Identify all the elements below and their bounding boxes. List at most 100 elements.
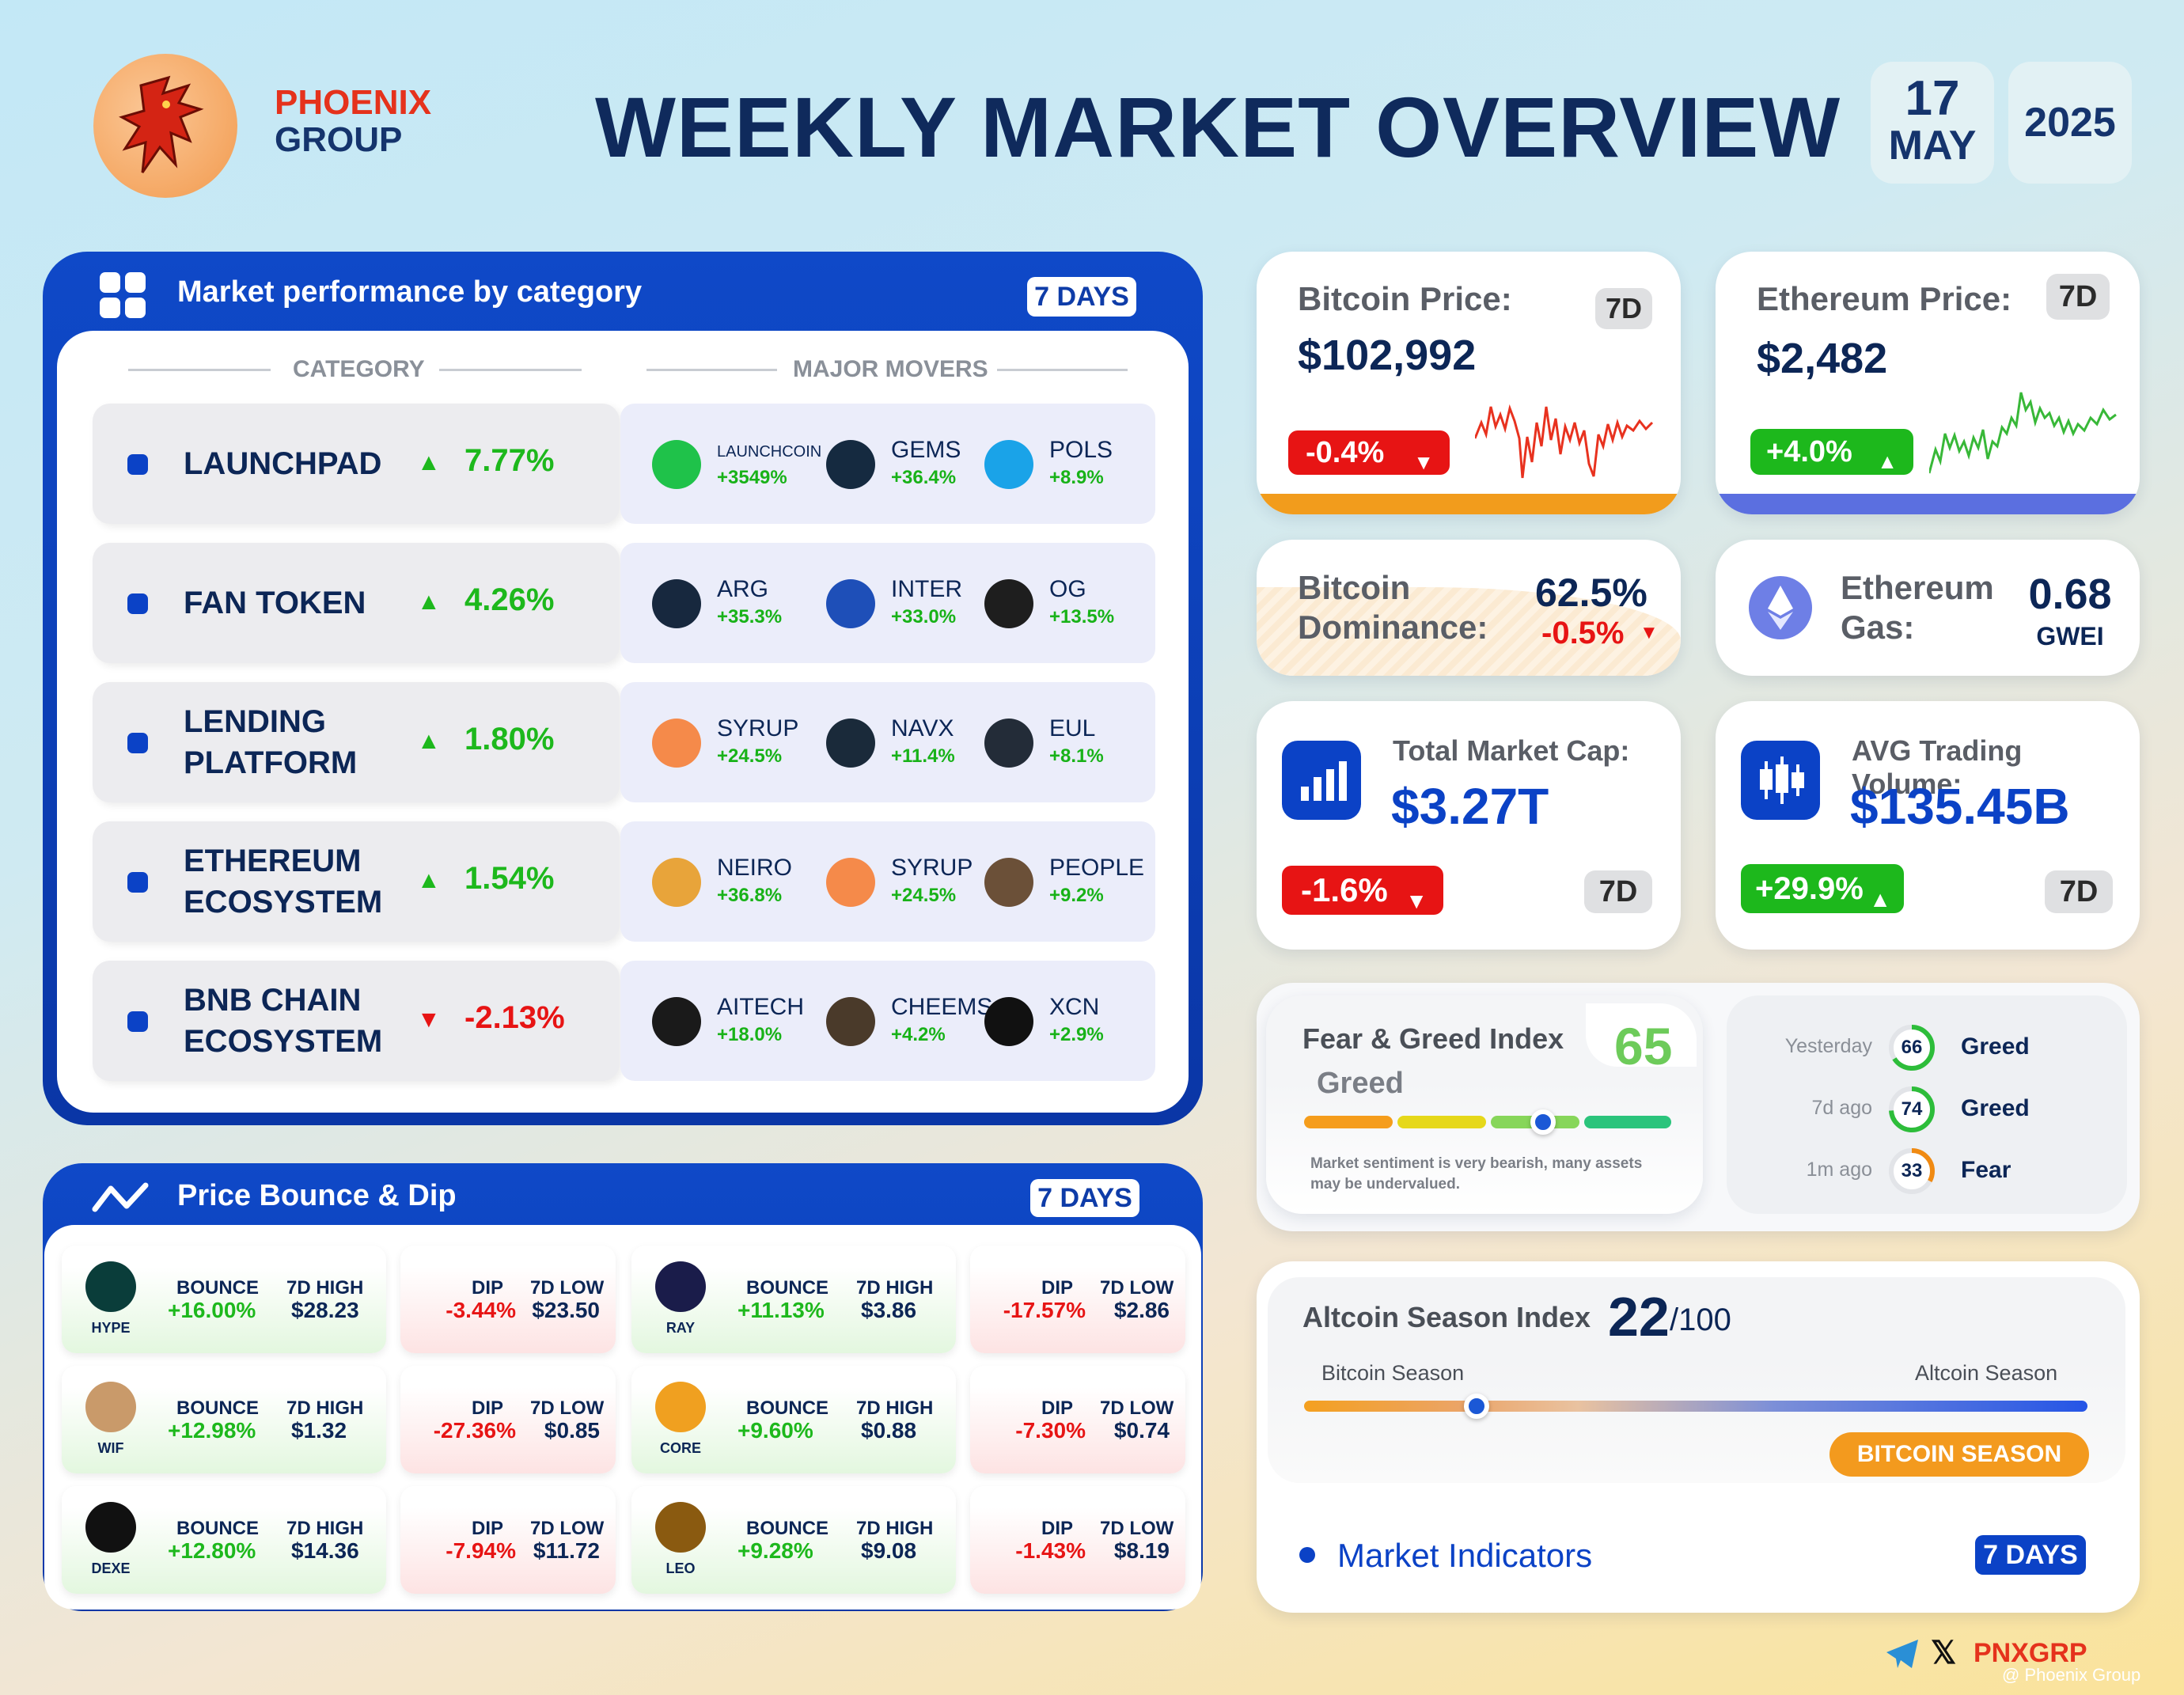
bullet-dot [1299, 1547, 1315, 1563]
dip-label: DIP [472, 1277, 504, 1299]
eth-price-value: $2,482 [1757, 335, 1888, 382]
bounce-label: BOUNCE [746, 1518, 829, 1539]
mover-change: +11.4% [891, 745, 955, 767]
volume-value: $135.45B [1850, 778, 2070, 835]
down-arrow-icon: ▼ [417, 1007, 441, 1033]
eth-sparkline [1929, 392, 2117, 474]
dip-card[interactable]: DIP -27.36% 7D LOW $0.85 [400, 1366, 616, 1473]
dominance-change: -0.5% [1541, 616, 1625, 650]
category-name: FAN TOKEN [184, 582, 366, 624]
category-name-line: ECOSYSTEM [184, 885, 383, 920]
bounce-value: +12.98% [168, 1418, 256, 1443]
market-cap-change-chip: -1.6% ▼ [1282, 866, 1443, 915]
mover-change: +24.5% [891, 885, 957, 906]
phoenix-logo [93, 54, 237, 198]
divider [646, 369, 777, 371]
bounce-card[interactable]: LEO BOUNCE +9.28% 7D HIGH $9.08 [631, 1486, 956, 1594]
dip-value: -7.94% [446, 1538, 516, 1563]
category-change: 1.80% [464, 722, 555, 756]
category-movers: LAUNCHCOIN +3549% GEMS +36.4% POLS +8.9% [620, 404, 1155, 524]
bar-chart-icon [1282, 741, 1361, 820]
mover-name: AITECH [717, 994, 805, 1020]
fear-greed-note: Market sentiment is very bearish, many a… [1310, 1154, 1642, 1195]
low-label: 7D LOW [530, 1397, 605, 1419]
bounce-card[interactable]: HYPE BOUNCE +16.00% 7D HIGH $28.23 [62, 1246, 386, 1353]
mover-change: +8.9% [1049, 467, 1104, 488]
down-arrow-icon: ▼ [1405, 889, 1428, 913]
token-name: DEXE [91, 1560, 131, 1576]
mover-change: +8.1% [1049, 745, 1104, 767]
mover-item[interactable]: LAUNCHCOIN +3549% [652, 435, 821, 491]
token-icon [826, 440, 875, 489]
dip-card[interactable]: DIP -1.43% 7D LOW $8.19 [970, 1486, 1185, 1594]
mover-item[interactable]: GEMS +36.4% [826, 435, 984, 491]
history-value: 74 [1901, 1098, 1923, 1120]
market-indicators-label: Market Indicators [1337, 1537, 1593, 1574]
token-icon [85, 1382, 136, 1432]
mover-name: XCN [1049, 994, 1100, 1020]
category-name: LENDING PLATFORM [184, 701, 357, 783]
watermark: @ Phoenix Group [2002, 1665, 2141, 1685]
dip-value: -17.57% [1003, 1298, 1086, 1322]
brand-name-top: PHOENIX [275, 83, 432, 122]
mover-item[interactable]: SYRUP +24.5% [652, 714, 810, 769]
history-row: 1m ago 33 Fear [1757, 1146, 2105, 1196]
history-value: 33 [1901, 1160, 1923, 1181]
mover-item[interactable]: CHEEMS +4.2% [826, 992, 992, 1048]
social-handle[interactable]: PNXGRP [1974, 1638, 2087, 1668]
bounce-card[interactable]: DEXE BOUNCE +12.80% 7D HIGH $14.36 [62, 1486, 386, 1594]
token-icon [652, 440, 701, 489]
divider [128, 369, 271, 371]
category-name: BNB CHAIN ECOSYSTEM [184, 980, 382, 1062]
mover-item[interactable]: PEOPLE +9.2% [984, 853, 1144, 908]
token-icon [85, 1261, 136, 1312]
high-value: $28.23 [291, 1298, 359, 1322]
history-row: 7d ago 74 Greed [1757, 1084, 2105, 1135]
mover-item[interactable]: INTER +33.0% [826, 574, 984, 630]
token-name: LEO [665, 1560, 696, 1576]
category-name-line: BNB CHAIN [184, 983, 362, 1018]
mover-change: +13.5% [1049, 606, 1115, 628]
dip-card[interactable]: DIP -3.44% 7D LOW $23.50 [400, 1246, 616, 1353]
mover-change: +36.8% [717, 885, 783, 906]
mover-item[interactable]: ARG +35.3% [652, 574, 810, 630]
altcoin-max: /100 [1670, 1303, 1731, 1337]
mover-item[interactable]: EUL +8.1% [984, 714, 1143, 769]
fear-greed-gauge [1304, 1109, 1671, 1135]
bounce-label: BOUNCE [176, 1277, 260, 1299]
mover-item[interactable]: NEIRO +36.8% [652, 853, 810, 908]
mover-item[interactable]: POLS +8.9% [984, 435, 1143, 491]
up-arrow-icon: ▲ [417, 867, 441, 893]
mover-item[interactable]: AITECH +18.0% [652, 992, 810, 1048]
token-icon [652, 719, 701, 768]
high-label: 7D HIGH [856, 1277, 934, 1299]
mover-item[interactable]: NAVX +11.4% [826, 714, 984, 769]
x-icon[interactable]: 𝕏 [1931, 1636, 1957, 1670]
volume-label: AVG Trading Volume: [1852, 734, 2023, 800]
dip-card[interactable]: DIP -7.30% 7D LOW $0.74 [970, 1366, 1185, 1473]
mover-change: +35.3% [717, 606, 783, 628]
btc-accent-bar [1257, 494, 1681, 514]
bounce-card[interactable]: WIF BOUNCE +12.98% 7D HIGH $1.32 [62, 1366, 386, 1473]
mover-item[interactable]: XCN +2.9% [984, 992, 1143, 1048]
btc-price-label: Bitcoin Price: [1298, 280, 1512, 317]
low-value: $23.50 [532, 1298, 600, 1322]
token-name: WIF [97, 1440, 124, 1456]
bounce-card[interactable]: RAY BOUNCE +11.13% 7D HIGH $3.86 [631, 1246, 956, 1353]
category-change: -2.13% [464, 1000, 565, 1035]
mover-item[interactable]: SYRUP +24.5% [826, 853, 984, 908]
bounce-card[interactable]: CORE BOUNCE +9.60% 7D HIGH $0.88 [631, 1366, 956, 1473]
low-value: $11.72 [533, 1538, 600, 1563]
high-value: $0.88 [861, 1418, 917, 1443]
grid-icon [100, 272, 146, 318]
dip-card[interactable]: DIP -17.57% 7D LOW $2.86 [970, 1246, 1185, 1353]
dominance-label: Bitcoin Dominance: [1298, 568, 1488, 647]
note-line2: may be undervalued. [1310, 1176, 1461, 1193]
volume-change-chip: +29.9% ▲ [1741, 864, 1904, 913]
mover-change: +3549% [717, 467, 787, 488]
telegram-icon[interactable] [1885, 1638, 1920, 1670]
dip-card[interactable]: DIP -7.94% 7D LOW $11.72 [400, 1486, 616, 1594]
down-arrow-icon: ▼ [1640, 622, 1659, 643]
market-cap-value: $3.27T [1391, 778, 1549, 835]
mover-item[interactable]: OG +13.5% [984, 574, 1143, 630]
